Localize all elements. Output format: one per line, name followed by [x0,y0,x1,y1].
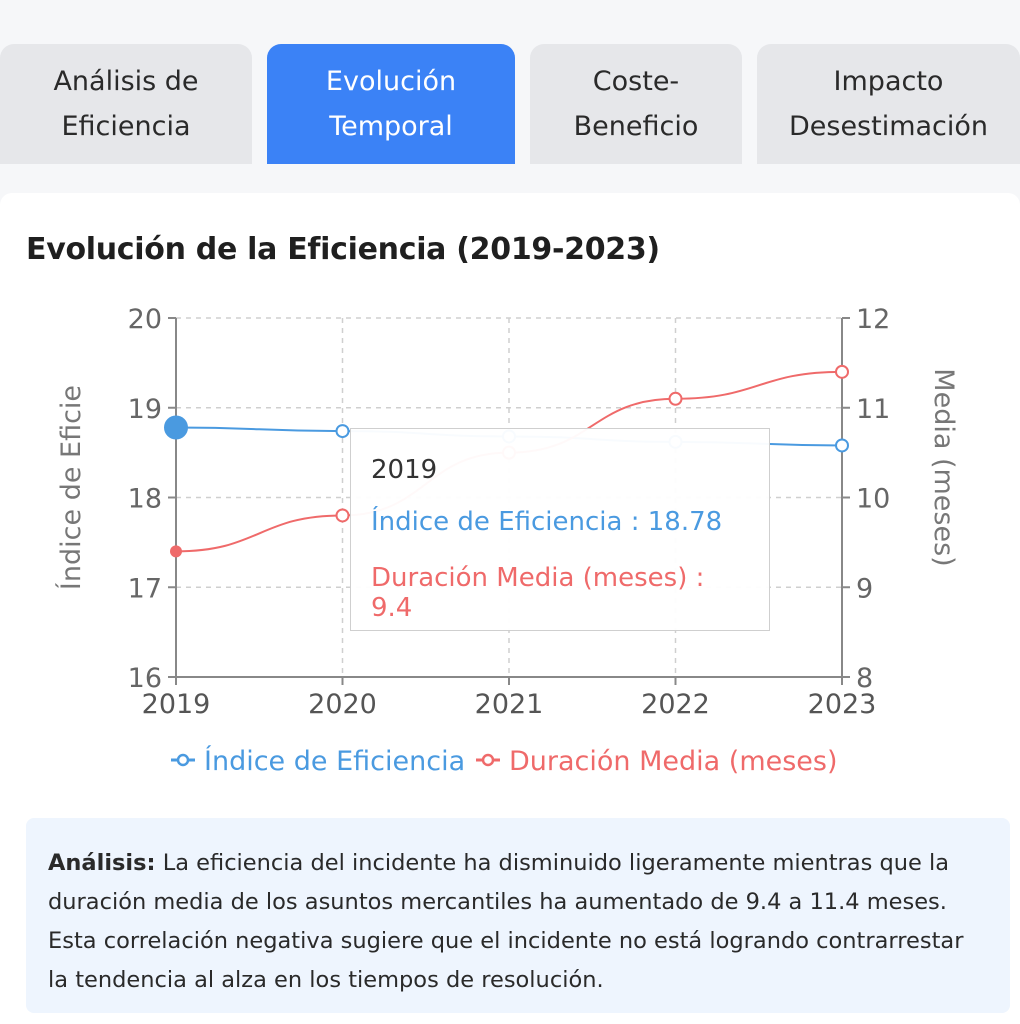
y-right-tick-label: 10 [856,484,890,515]
tab-label: Coste- Beneficio [573,66,699,142]
tooltip-row-duration: Duración Media (meses) : 9.4 [371,563,705,623]
line-chart: 16 17 18 19 20 8 9 10 11 12 2019 2020 2021 2022 2023 Ín… [55,304,959,777]
series-point-duration [835,364,849,379]
analysis-box: Análisis: La eficiencia del incidente ha… [26,818,1010,1013]
tooltip-header: 2019 [371,455,438,485]
x-tick-label: 2023 [808,689,877,720]
x-tick-label: 2022 [641,689,710,720]
y-right-tick-label: 11 [856,394,890,425]
legend-marker-duration [481,753,495,767]
x-tick-label: 2021 [475,689,544,720]
y-left-axis-label: Índice de Eficie [55,385,87,590]
analysis-text: La eficiencia del incidente ha disminuid… [48,850,964,993]
tab-bar: Análisis de Eficiencia Evolución Tempora… [0,44,1020,164]
tab-coste-beneficio[interactable]: Coste- Beneficio [530,44,742,164]
y-left-tick-label: 17 [128,573,162,604]
tooltip-row-efficiency: Índice de Eficiencia : 18.78 [371,507,723,537]
y-left-tick-label: 16 [128,663,162,694]
y-left-tick-label: 20 [128,304,162,335]
legend-marker-efficiency [176,753,190,767]
series-point-duration-active [170,545,182,558]
chart-tooltip: 2019 Índice de Eficiencia : 18.78 Duraci… [350,428,770,631]
y-left-tick-label: 18 [128,484,162,515]
series-point-efficiency [335,424,350,439]
series-point-efficiency-active [164,415,188,440]
tab-impacto-desestimacion[interactable]: Impacto Desestimación [757,44,1020,164]
tab-label: Análisis de Eficiencia [53,66,199,142]
legend-label-duration: Duración Media (meses) [509,746,838,777]
tab-label: Evolución Temporal [325,66,457,142]
y-right-tick-label: 8 [856,663,873,694]
series-point-duration [335,508,350,523]
y-right-tick-label: 12 [856,304,890,335]
chart-title: Evolución de la Eficiencia (2019-2023) [26,232,660,267]
x-tick-label: 2019 [142,689,211,720]
tab-analisis-eficiencia[interactable]: Análisis de Eficiencia [0,44,252,164]
y-right-axis-label: Media (meses) [928,368,959,566]
analysis-label: Análisis: [48,850,156,876]
tab-label: Impacto Desestimación [788,66,989,142]
x-tick-label: 2020 [308,689,377,720]
series-point-efficiency [835,438,849,453]
series-point-duration [668,391,683,406]
y-left-tick-label: 19 [128,394,162,425]
y-right-tick-label: 9 [856,573,873,604]
legend-label-efficiency: Índice de Eficiencia [204,745,465,777]
tab-evolucion-temporal[interactable]: Evolución Temporal [267,44,515,164]
